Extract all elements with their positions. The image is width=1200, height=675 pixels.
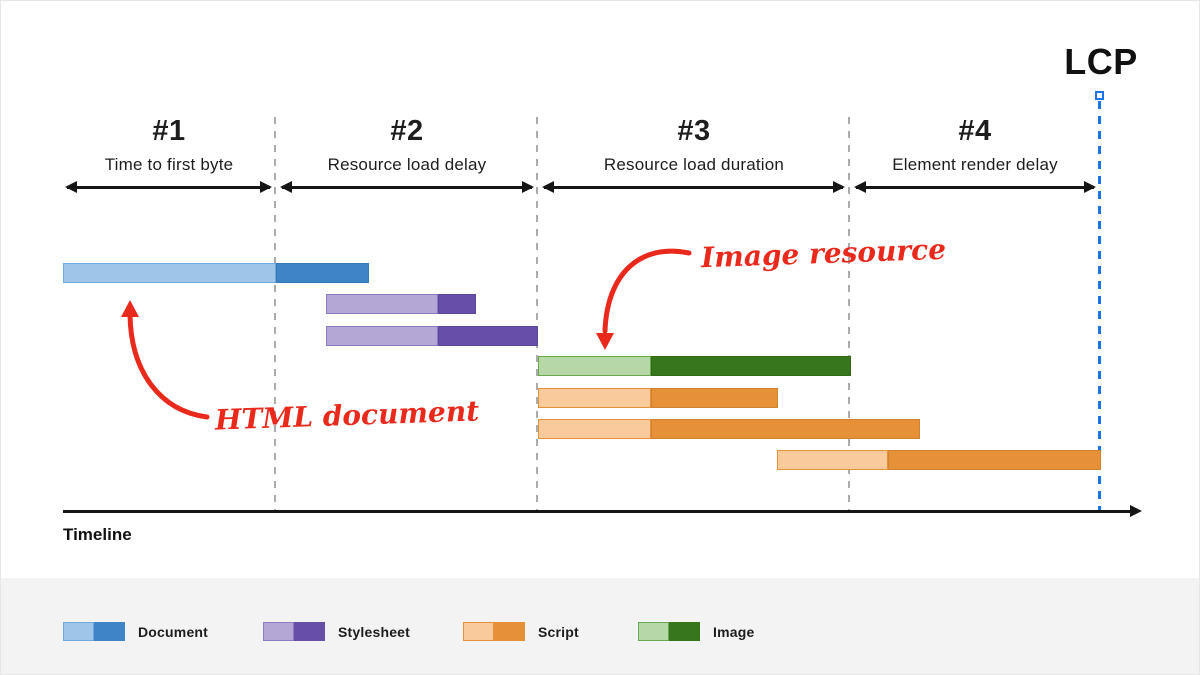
annotation-image-resource: Image resource (700, 232, 947, 275)
phase-number: #2 (390, 115, 424, 147)
image-swatch-light (638, 622, 669, 641)
legend-label: Document (138, 623, 209, 640)
legend-label: Stylesheet (338, 623, 411, 640)
document-swatch (63, 622, 125, 641)
legend-item-script: Script (463, 622, 579, 641)
script-bar (538, 388, 778, 408)
legend-item-stylesheet: Stylesheet (263, 622, 410, 641)
image-bar-dark-segment (651, 356, 851, 376)
stylesheet-swatch (263, 622, 325, 641)
phase-number: #4 (958, 115, 992, 147)
image-resource-arrow (596, 248, 692, 350)
phase-divider-2 (536, 117, 538, 513)
script-bar (777, 450, 1101, 470)
stylesheet-swatch-light (263, 622, 294, 641)
html-document-arrow (121, 300, 210, 420)
stylesheet-bar-light-segment (326, 326, 438, 346)
phase-1: #1 Time to first byte (9, 115, 329, 175)
phase-caption: Resource load duration (603, 155, 785, 174)
phase-2: #2 Resource load delay (247, 115, 567, 175)
lcp-marker-square (1095, 91, 1104, 100)
legend-label: Image (713, 623, 755, 640)
phase-span-arrow-3 (542, 181, 845, 193)
phase-span-arrow-1 (65, 181, 272, 193)
document-swatch-light (63, 622, 94, 641)
timeline-label: Timeline (63, 525, 132, 544)
image-bar-light-segment (538, 356, 651, 376)
script-swatch-light (463, 622, 494, 641)
timeline-axis (63, 505, 1142, 517)
stylesheet-bar (326, 326, 538, 346)
lcp-title: LCP (1064, 41, 1138, 82)
stylesheet-swatch-dark (294, 622, 325, 641)
stylesheet-bar-dark-segment (438, 294, 476, 314)
script-bar-light-segment (777, 450, 888, 470)
script-bar-dark-segment (888, 450, 1101, 470)
script-bar-light-segment (538, 388, 651, 408)
image-swatch-dark (669, 622, 700, 641)
phase-4: #4 Element render delay (815, 115, 1135, 175)
phase-number: #3 (677, 115, 711, 147)
script-bar-dark-segment (651, 419, 920, 439)
image-bar (538, 356, 851, 376)
legend-band (1, 578, 1199, 674)
script-swatch (463, 622, 525, 641)
phase-3: #3 Resource load duration (534, 115, 854, 175)
phase-caption: Time to first byte (104, 155, 234, 174)
script-bar-light-segment (538, 419, 651, 439)
phase-divider-1 (274, 117, 276, 513)
annotation-html-document: HTML document (214, 394, 480, 437)
phase-number: #1 (152, 115, 186, 147)
phase-span-arrow-2 (280, 181, 534, 193)
document-swatch-dark (94, 622, 125, 641)
lcp-dashed-line (1098, 101, 1101, 512)
phase-caption: Element render delay (892, 155, 1058, 174)
document-bar-dark-segment (276, 263, 369, 283)
stylesheet-bar (326, 294, 476, 314)
document-bar-light-segment (63, 263, 276, 283)
image-swatch (638, 622, 700, 641)
script-bar-dark-segment (651, 388, 778, 408)
script-bar (538, 419, 920, 439)
stylesheet-bar-dark-segment (438, 326, 538, 346)
legend-label: Script (538, 623, 579, 640)
document-bar (63, 263, 369, 283)
phase-caption: Resource load delay (327, 155, 487, 174)
legend-item-document: Document (63, 622, 208, 641)
phase-span-arrow-4 (854, 181, 1096, 193)
phase-divider-3 (848, 117, 850, 513)
stylesheet-bar-light-segment (326, 294, 438, 314)
legend-item-image: Image (638, 622, 754, 641)
script-swatch-dark (494, 622, 525, 641)
